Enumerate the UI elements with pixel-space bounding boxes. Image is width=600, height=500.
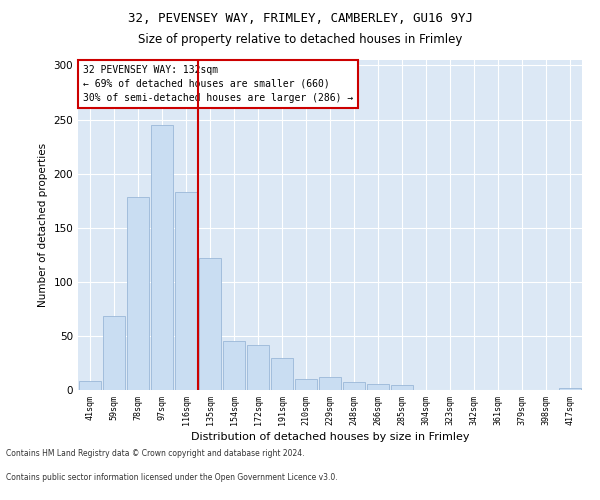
Text: 32 PEVENSEY WAY: 132sqm
← 69% of detached houses are smaller (660)
30% of semi-d: 32 PEVENSEY WAY: 132sqm ← 69% of detache…	[83, 65, 353, 103]
Bar	[319, 377, 341, 390]
X-axis label: Distribution of detached houses by size in Frimley: Distribution of detached houses by size …	[191, 432, 469, 442]
Bar	[103, 316, 125, 390]
Bar	[343, 382, 365, 390]
Bar	[271, 358, 293, 390]
Bar	[223, 342, 245, 390]
Bar	[391, 384, 413, 390]
Bar	[199, 258, 221, 390]
Y-axis label: Number of detached properties: Number of detached properties	[38, 143, 48, 307]
Bar	[79, 382, 101, 390]
Text: Contains HM Land Registry data © Crown copyright and database right 2024.: Contains HM Land Registry data © Crown c…	[6, 448, 305, 458]
Text: Size of property relative to detached houses in Frimley: Size of property relative to detached ho…	[138, 32, 462, 46]
Bar	[127, 198, 149, 390]
Bar	[247, 344, 269, 390]
Text: Contains public sector information licensed under the Open Government Licence v3: Contains public sector information licen…	[6, 474, 338, 482]
Bar	[559, 388, 581, 390]
Text: 32, PEVENSEY WAY, FRIMLEY, CAMBERLEY, GU16 9YJ: 32, PEVENSEY WAY, FRIMLEY, CAMBERLEY, GU…	[128, 12, 473, 26]
Bar	[295, 379, 317, 390]
Bar	[175, 192, 197, 390]
Bar	[151, 125, 173, 390]
Bar	[367, 384, 389, 390]
